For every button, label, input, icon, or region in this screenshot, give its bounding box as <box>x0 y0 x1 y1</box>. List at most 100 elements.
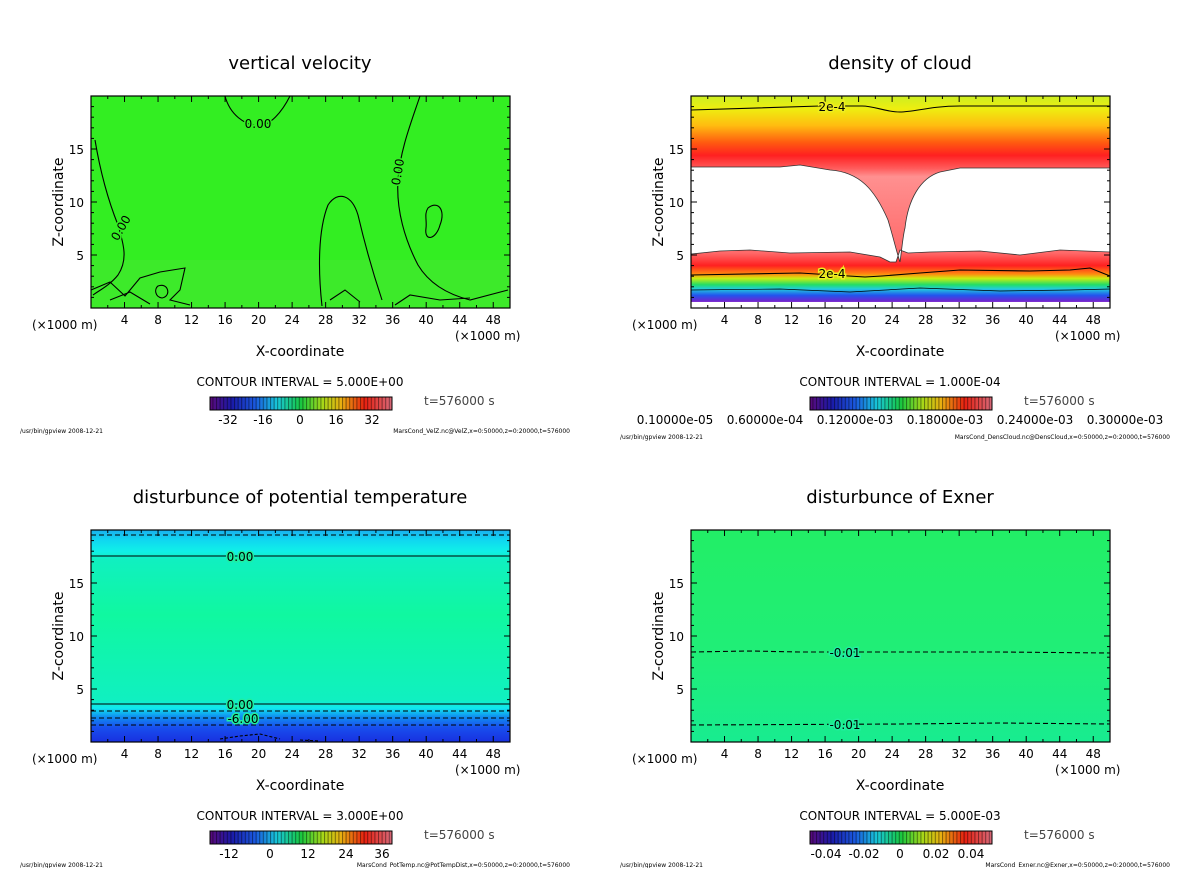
contour-interval: CONTOUR INTERVAL = 3.000E+00 <box>197 809 404 823</box>
x-tick-label: 8 <box>154 747 162 761</box>
colorbar-frame <box>209 830 393 845</box>
x-tick-label: 4 <box>121 747 129 761</box>
y-axis-label: Z-coordinate <box>51 157 67 246</box>
x-tick-label: 16 <box>217 747 232 761</box>
x-tick-label: 20 <box>851 747 866 761</box>
x-tick-label: 16 <box>817 313 832 327</box>
x-tick-label: 8 <box>754 747 762 761</box>
contour-label: 2e-4 <box>819 267 846 281</box>
x-tick-label: 48 <box>486 747 501 761</box>
x-tick-label: 12 <box>184 313 199 327</box>
colorbar-frame <box>809 396 993 411</box>
y-tick-label: 5 <box>676 683 684 697</box>
x-tick-label: 16 <box>817 747 832 761</box>
x-tick-label: 24 <box>884 747 899 761</box>
x-tick-label: 44 <box>452 747 467 761</box>
x-tick-label: 16 <box>217 313 232 327</box>
y-tick-label: 5 <box>76 249 84 263</box>
contour-label: -0.01 <box>829 646 860 660</box>
colorbar-label: 36 <box>374 847 389 861</box>
colorbar-frame <box>209 396 393 411</box>
x-tick-label: 4 <box>121 313 129 327</box>
x-unit-label-left: (×1000 m) <box>632 752 697 766</box>
x-axis-label: X-coordinate <box>256 778 345 794</box>
y-tick-label: 15 <box>669 577 684 591</box>
x-tick-label: 44 <box>452 313 467 327</box>
x-tick-label: 40 <box>1019 313 1034 327</box>
y-tick-label: 5 <box>76 683 84 697</box>
x-tick-label: 48 <box>1086 747 1101 761</box>
x-unit-label-right: (×1000 m) <box>1055 329 1120 343</box>
contour-lines <box>690 105 1111 293</box>
x-tick-label: 36 <box>985 747 1000 761</box>
x-tick-label: 36 <box>985 313 1000 327</box>
y-tick-label: 15 <box>69 577 84 591</box>
x-tick-label: 32 <box>952 313 967 327</box>
x-tick-label: 8 <box>154 313 162 327</box>
chart-title: disturbunce of Exner <box>806 487 994 508</box>
footer-source: MarsCond_VelZ.nc@VelZ,x=0:50000,z=0:2000… <box>393 428 570 435</box>
contour-label: 2e-4 <box>819 100 846 114</box>
x-unit-label-right: (×1000 m) <box>455 763 520 777</box>
field-potential-temperature <box>91 530 510 742</box>
contour-interval: CONTOUR INTERVAL = 5.000E-03 <box>799 809 1000 823</box>
colorbar-label: 0.04 <box>958 847 985 861</box>
x-tick-label: 24 <box>284 747 299 761</box>
x-tick-label: 44 <box>1052 747 1067 761</box>
x-unit-label-right: (×1000 m) <box>1055 763 1120 777</box>
chart-title: vertical velocity <box>228 53 372 74</box>
x-tick-label: 48 <box>1086 313 1101 327</box>
x-tick-label: 24 <box>884 313 899 327</box>
y-tick-label: 15 <box>669 143 684 157</box>
x-tick-label: 32 <box>352 313 367 327</box>
x-tick-label: 28 <box>918 313 933 327</box>
colorbar-label: -16 <box>253 413 273 427</box>
contour-lines <box>90 95 509 307</box>
y-tick-label: 15 <box>69 143 84 157</box>
x-tick-label: 36 <box>385 747 400 761</box>
colorbar-label: 0.10000e-05 <box>637 413 714 427</box>
colorbar-label: 16 <box>328 413 343 427</box>
x-tick-label: 40 <box>419 747 434 761</box>
x-tick-label: 36 <box>385 313 400 327</box>
footer-source: MarsCond_PotTemp.nc@PotTempDist,x=0:5000… <box>357 862 570 868</box>
x-unit-label-left: (×1000 m) <box>632 318 697 332</box>
contour-label: 0.00 <box>227 698 254 712</box>
x-tick-label: 48 <box>486 313 501 327</box>
x-tick-label: 32 <box>952 747 967 761</box>
contour-interval: CONTOUR INTERVAL = 1.000E-04 <box>799 375 1000 389</box>
field-exner <box>691 530 1110 742</box>
footer-program: /usr/bin/gpview 2008-12-21 <box>20 862 103 868</box>
x-tick-label: 28 <box>318 747 333 761</box>
x-tick-label: 4 <box>721 747 729 761</box>
y-tick-label: 10 <box>669 196 684 210</box>
colorbar-label: 0 <box>896 847 904 861</box>
x-unit-label-right: (×1000 m) <box>455 329 520 343</box>
colorbar-label: 0 <box>266 847 274 861</box>
footer-source: MarsCond_Exner.nc@Exner,x=0:50000,z=0:20… <box>985 862 1170 868</box>
x-tick-label: 20 <box>851 313 866 327</box>
x-tick-label: 28 <box>318 313 333 327</box>
y-tick-label: 5 <box>676 249 684 263</box>
colorbar-label: -0.02 <box>848 847 879 861</box>
time-label: t=576000 s <box>1024 394 1095 408</box>
x-unit-label-left: (×1000 m) <box>32 752 97 766</box>
x-tick-label: 12 <box>784 747 799 761</box>
cloud-free-region <box>690 164 1111 263</box>
y-axis-label: Z-coordinate <box>51 591 67 680</box>
x-axis-label: X-coordinate <box>856 778 945 794</box>
colorbar-label: 0.02 <box>923 847 950 861</box>
colorbar-frame <box>809 830 993 845</box>
x-tick-label: 12 <box>784 313 799 327</box>
colorbar-label: 0.60000e-04 <box>727 413 804 427</box>
colorbar-label: 0.30000e-03 <box>1087 413 1164 427</box>
contour-label: -0.01 <box>829 718 860 732</box>
colorbar-label: -0.04 <box>810 847 841 861</box>
x-tick-label: 20 <box>251 313 266 327</box>
time-label: t=576000 s <box>424 828 495 842</box>
contour-lines <box>690 650 1111 726</box>
